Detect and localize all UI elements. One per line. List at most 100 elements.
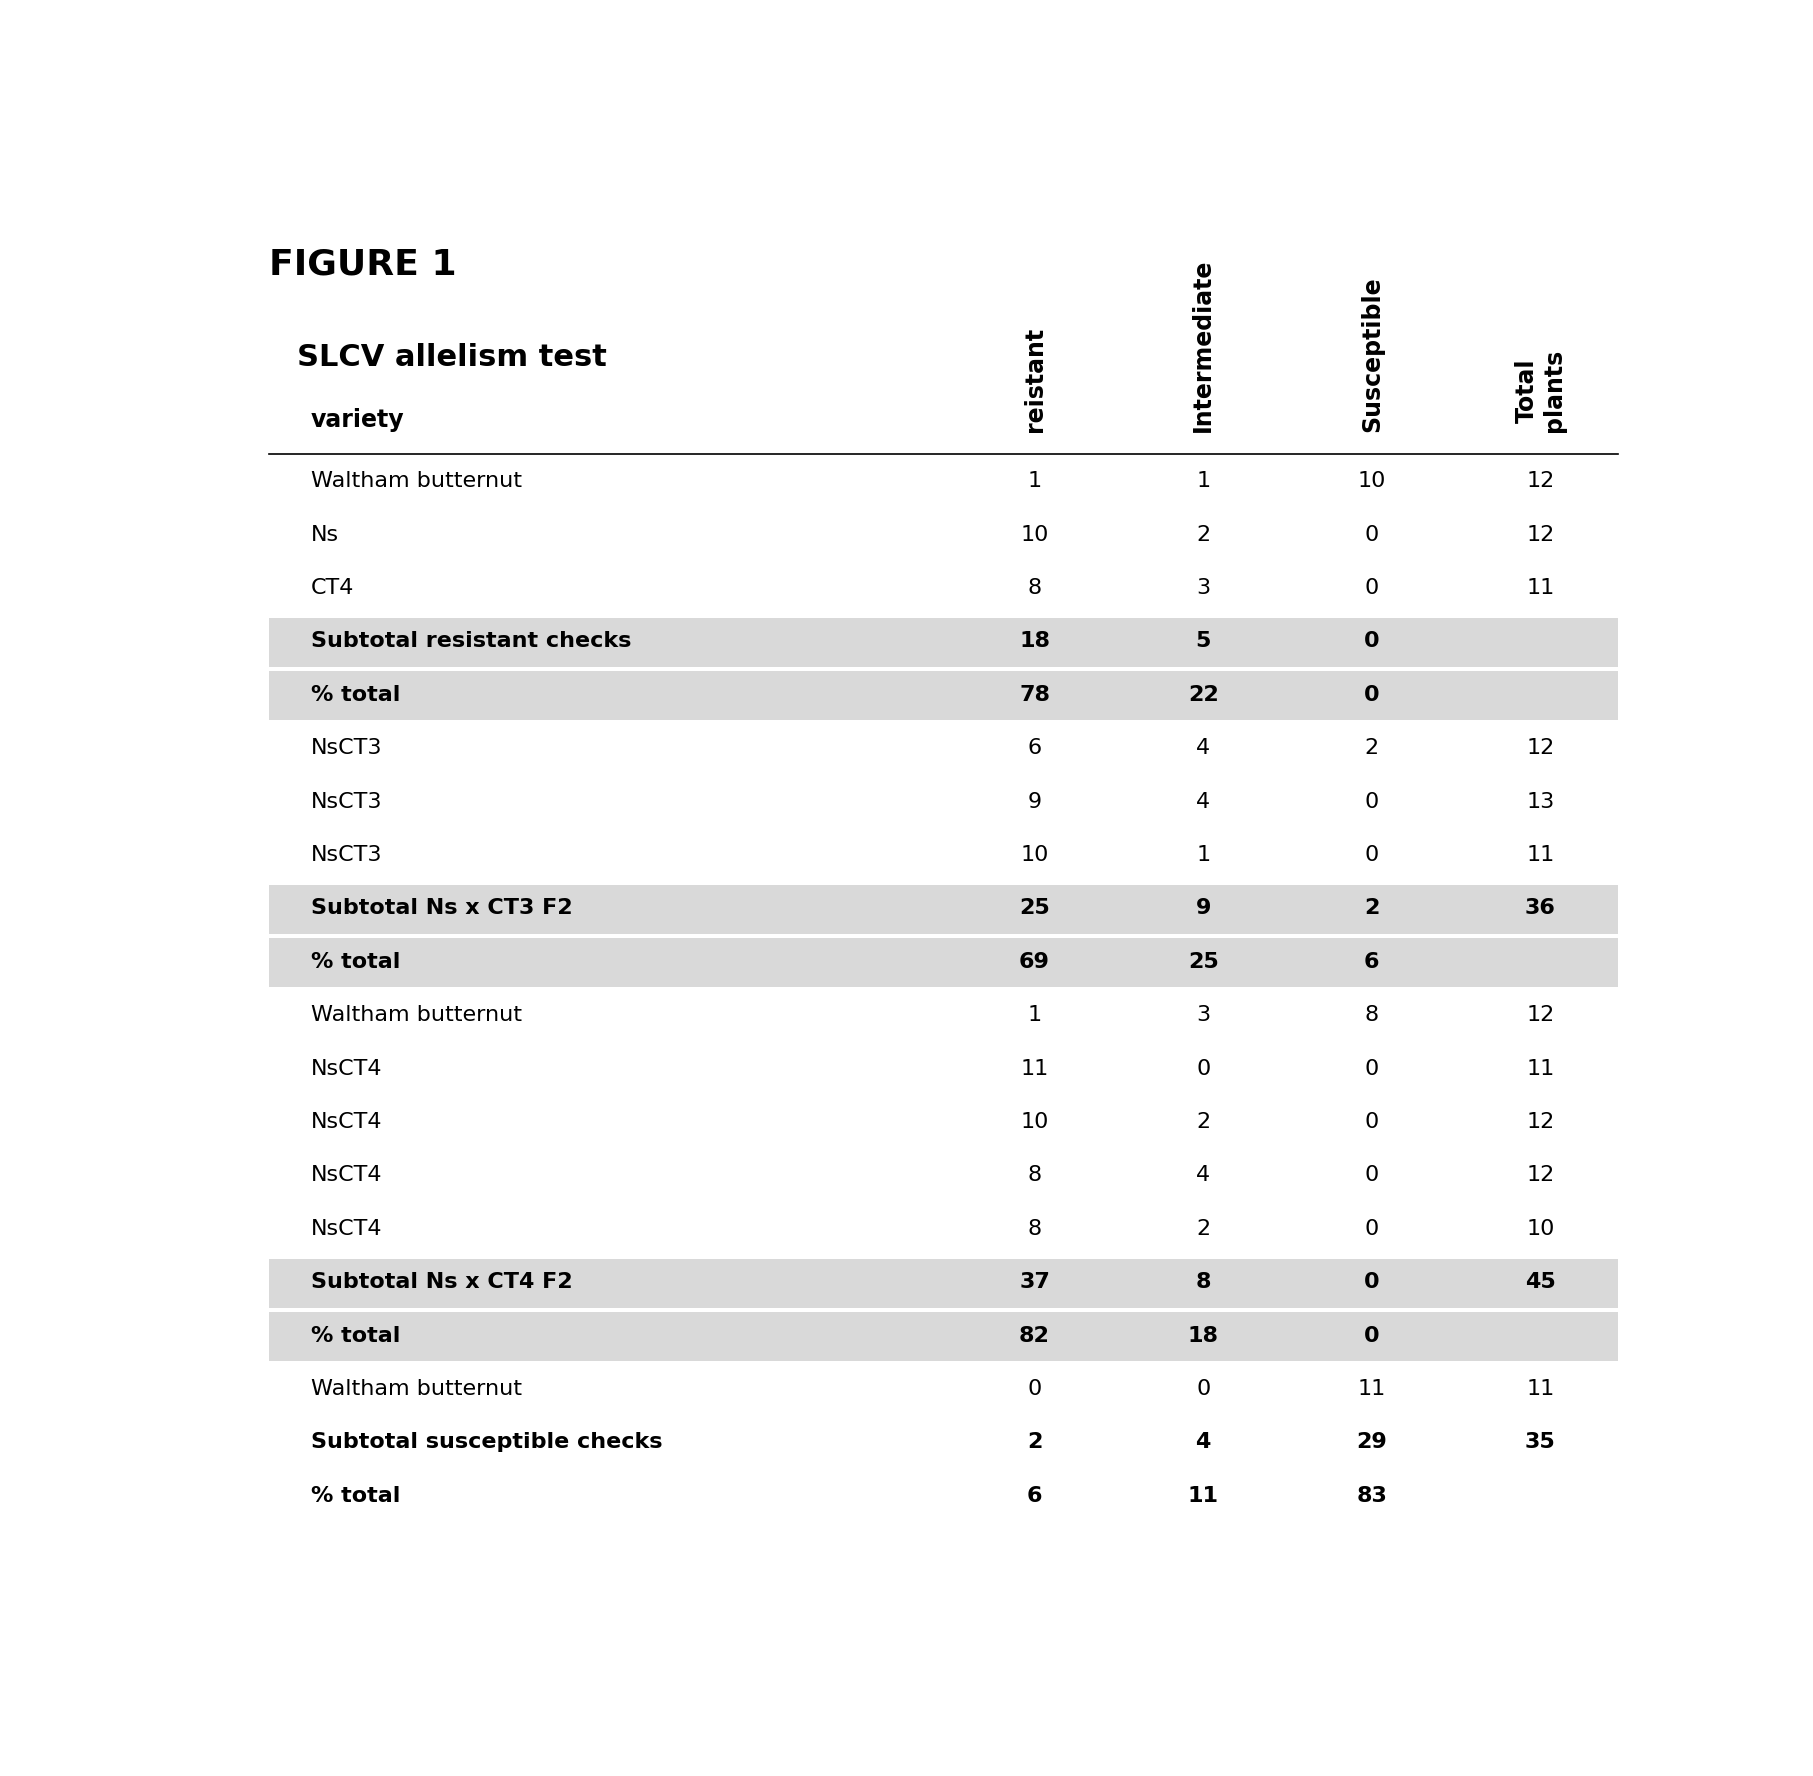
- Bar: [268, 884, 1617, 934]
- Text: 35: 35: [1525, 1431, 1556, 1453]
- Text: 10: 10: [1021, 1112, 1048, 1131]
- Text: 8: 8: [1028, 577, 1042, 599]
- Text: 18: 18: [1188, 1325, 1218, 1346]
- Text: 8: 8: [1365, 1005, 1380, 1025]
- Text: 25: 25: [1019, 899, 1050, 918]
- Text: 25: 25: [1188, 952, 1218, 971]
- Bar: [268, 671, 1617, 721]
- Text: 12: 12: [1527, 1112, 1554, 1131]
- Text: 37: 37: [1019, 1272, 1050, 1293]
- Text: 0: 0: [1363, 1325, 1380, 1346]
- Text: 82: 82: [1019, 1325, 1050, 1346]
- Text: % total: % total: [312, 686, 401, 705]
- Text: Subtotal Ns x CT3 F2: Subtotal Ns x CT3 F2: [312, 899, 573, 918]
- Text: 18: 18: [1019, 630, 1050, 652]
- Text: SLCV allelism test: SLCV allelism test: [297, 343, 607, 371]
- Text: 12: 12: [1527, 524, 1554, 545]
- Text: 8: 8: [1195, 1272, 1211, 1293]
- Text: 13: 13: [1527, 792, 1554, 812]
- Text: 2: 2: [1197, 1218, 1211, 1238]
- Text: 11: 11: [1527, 1378, 1554, 1399]
- Text: 12: 12: [1527, 1005, 1554, 1025]
- Text: Intermediate: Intermediate: [1191, 259, 1215, 432]
- Text: 4: 4: [1195, 1431, 1211, 1453]
- Text: 78: 78: [1019, 686, 1050, 705]
- Text: 3: 3: [1197, 577, 1211, 599]
- Text: 11: 11: [1188, 1487, 1218, 1506]
- Text: 6: 6: [1028, 739, 1042, 758]
- Text: 0: 0: [1365, 577, 1380, 599]
- Text: 0: 0: [1363, 1272, 1380, 1293]
- Text: 5: 5: [1195, 630, 1211, 652]
- Text: 1: 1: [1197, 845, 1211, 865]
- Text: 8: 8: [1028, 1165, 1042, 1185]
- Text: % total: % total: [312, 1487, 401, 1506]
- Text: 0: 0: [1197, 1378, 1211, 1399]
- Text: % total: % total: [312, 952, 401, 971]
- Text: CT4: CT4: [312, 577, 354, 599]
- Text: Subtotal susceptible checks: Subtotal susceptible checks: [312, 1431, 662, 1453]
- Text: 2: 2: [1197, 524, 1211, 545]
- Text: 10: 10: [1021, 845, 1048, 865]
- Text: NsCT4: NsCT4: [312, 1218, 383, 1238]
- Bar: [268, 1259, 1617, 1307]
- Text: Subtotal Ns x CT4 F2: Subtotal Ns x CT4 F2: [312, 1272, 573, 1293]
- Text: 0: 0: [1365, 524, 1380, 545]
- Text: reistant: reistant: [1023, 327, 1046, 432]
- Text: NsCT4: NsCT4: [312, 1112, 383, 1131]
- Bar: [268, 1312, 1617, 1360]
- Text: 12: 12: [1527, 471, 1554, 492]
- Text: 4: 4: [1197, 1165, 1211, 1185]
- Text: NsCT4: NsCT4: [312, 1058, 383, 1078]
- Text: 45: 45: [1525, 1272, 1556, 1293]
- Text: Waltham butternut: Waltham butternut: [312, 471, 522, 492]
- Text: 6: 6: [1363, 952, 1380, 971]
- Text: Ns: Ns: [312, 524, 339, 545]
- Text: variety: variety: [312, 408, 404, 432]
- Text: 8: 8: [1028, 1218, 1042, 1238]
- Text: 0: 0: [1365, 1218, 1380, 1238]
- Text: 11: 11: [1527, 577, 1554, 599]
- Text: Waltham butternut: Waltham butternut: [312, 1378, 522, 1399]
- Text: 6: 6: [1026, 1487, 1042, 1506]
- Text: 0: 0: [1028, 1378, 1042, 1399]
- Text: NsCT4: NsCT4: [312, 1165, 383, 1185]
- Text: NsCT3: NsCT3: [312, 739, 383, 758]
- Text: 69: 69: [1019, 952, 1050, 971]
- Text: 11: 11: [1527, 845, 1554, 865]
- Text: 0: 0: [1365, 792, 1380, 812]
- Text: 2: 2: [1363, 899, 1380, 918]
- Text: 9: 9: [1195, 899, 1211, 918]
- Text: 0: 0: [1197, 1058, 1211, 1078]
- Text: 0: 0: [1365, 1058, 1380, 1078]
- Text: FIGURE 1: FIGURE 1: [268, 247, 457, 281]
- Text: Waltham butternut: Waltham butternut: [312, 1005, 522, 1025]
- Text: NsCT3: NsCT3: [312, 792, 383, 812]
- Text: 0: 0: [1365, 845, 1380, 865]
- Text: 12: 12: [1527, 739, 1554, 758]
- Bar: [268, 938, 1617, 987]
- Text: 9: 9: [1028, 792, 1042, 812]
- Text: 0: 0: [1365, 1112, 1380, 1131]
- Text: 83: 83: [1356, 1487, 1387, 1506]
- Text: 11: 11: [1527, 1058, 1554, 1078]
- Text: 12: 12: [1527, 1165, 1554, 1185]
- Text: 1: 1: [1028, 1005, 1042, 1025]
- Text: 10: 10: [1527, 1218, 1554, 1238]
- Text: Subtotal resistant checks: Subtotal resistant checks: [312, 630, 631, 652]
- Bar: [268, 618, 1617, 668]
- Text: % total: % total: [312, 1325, 401, 1346]
- Text: 2: 2: [1197, 1112, 1211, 1131]
- Text: 4: 4: [1197, 739, 1211, 758]
- Text: 0: 0: [1363, 686, 1380, 705]
- Text: 0: 0: [1363, 630, 1380, 652]
- Text: 0: 0: [1365, 1165, 1380, 1185]
- Text: 2: 2: [1365, 739, 1380, 758]
- Text: 11: 11: [1358, 1378, 1385, 1399]
- Text: 3: 3: [1197, 1005, 1211, 1025]
- Text: 1: 1: [1028, 471, 1042, 492]
- Text: 11: 11: [1021, 1058, 1048, 1078]
- Text: 29: 29: [1356, 1431, 1387, 1453]
- Text: Total
plants: Total plants: [1514, 348, 1566, 432]
- Text: 4: 4: [1197, 792, 1211, 812]
